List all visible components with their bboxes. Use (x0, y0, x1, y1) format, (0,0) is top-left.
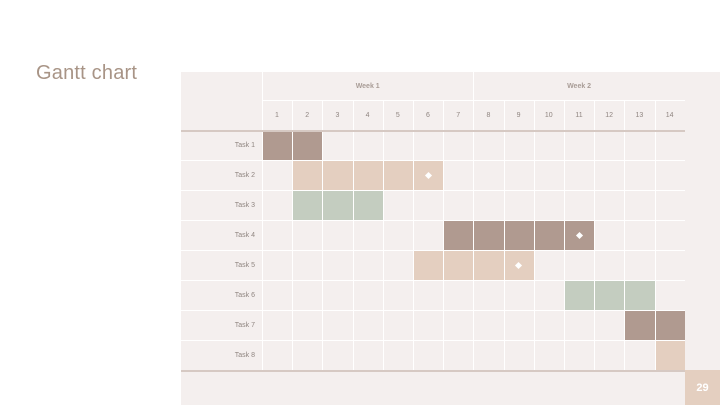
grid-line (594, 100, 596, 370)
week-header: Week 1 (355, 82, 380, 90)
grid-line (413, 100, 414, 370)
grid-line (533, 100, 535, 370)
day-label: 2 (305, 111, 310, 119)
task-label: Task 8 (234, 351, 255, 359)
grid-line (181, 190, 685, 191)
day-label: 8 (486, 111, 491, 119)
day-label: 9 (516, 111, 521, 119)
task-bar (443, 220, 595, 250)
week-header: Week 2 (567, 82, 592, 90)
grid-line (352, 100, 354, 370)
day-label: 11 (575, 111, 583, 119)
grid-line (262, 72, 263, 370)
grid-line (382, 100, 384, 370)
task-bar (564, 280, 655, 310)
day-label: 3 (335, 111, 340, 119)
slide-title: Gantt chart (36, 62, 138, 84)
task-label: Task 4 (234, 231, 255, 239)
day-label: 13 (635, 111, 644, 119)
task-label: Task 6 (234, 291, 255, 299)
task-bar (624, 310, 685, 340)
day-label: 4 (365, 111, 370, 119)
gantt-chart: Week 1 Week 2 1 2 3 4 5 6 7 8 9 10 11 12 13 14 Task 1 Tas… (181, 72, 686, 405)
grid-line (624, 100, 626, 370)
grid-line (292, 100, 294, 370)
side-panel (685, 72, 720, 370)
grid-line (473, 72, 475, 370)
day-label: 14 (665, 111, 674, 119)
task-label: Task 7 (234, 321, 255, 329)
grid-line (181, 160, 685, 161)
grid-line (654, 100, 656, 370)
grid-line (322, 100, 324, 370)
day-label: 1 (275, 111, 279, 119)
day-label: 12 (605, 111, 614, 119)
task-label: Task 3 (234, 201, 255, 209)
day-label: 5 (395, 111, 400, 119)
day-label: 6 (426, 111, 430, 119)
grid-line (181, 310, 685, 311)
day-label: 10 (544, 111, 553, 119)
grid-line (181, 250, 685, 251)
task-bar (654, 340, 685, 370)
header-divider (181, 130, 685, 132)
grid-line (503, 100, 505, 370)
task-bar (292, 160, 444, 190)
grid-line (181, 220, 685, 221)
task-label: Task 1 (234, 141, 255, 149)
grid-line (181, 340, 685, 341)
task-label: Task 5 (234, 261, 255, 269)
task-label: Task 2 (234, 171, 255, 179)
day-label: 7 (456, 111, 461, 119)
grid-line (181, 280, 685, 281)
grid-bottom-line (181, 370, 685, 372)
page-number: 29 (685, 370, 720, 405)
grid-line (262, 100, 685, 101)
grid-line (443, 100, 445, 370)
task-bar (292, 190, 383, 220)
grid-line (564, 100, 565, 370)
